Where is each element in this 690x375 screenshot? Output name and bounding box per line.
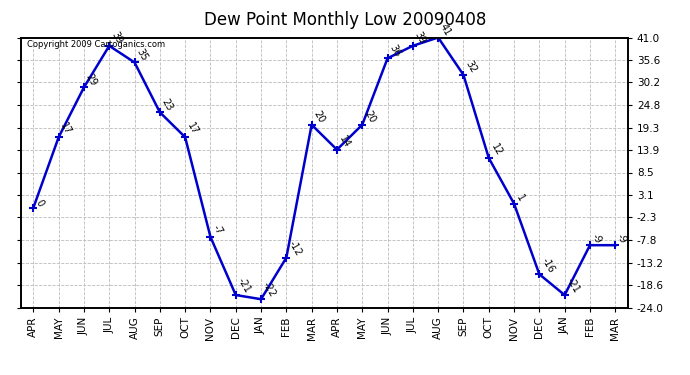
- Text: 23: 23: [160, 96, 175, 112]
- Text: -9: -9: [590, 232, 604, 245]
- Text: 39: 39: [109, 30, 124, 46]
- Text: 17: 17: [185, 122, 200, 137]
- Text: 35: 35: [135, 47, 150, 62]
- Text: Copyright 2009 Cartoganics.com: Copyright 2009 Cartoganics.com: [27, 40, 165, 49]
- Text: 32: 32: [464, 59, 478, 75]
- Text: -7: -7: [210, 224, 224, 237]
- Text: 14: 14: [337, 134, 352, 150]
- Text: -9: -9: [615, 232, 629, 245]
- Text: 1: 1: [514, 194, 526, 204]
- Text: -12: -12: [286, 239, 303, 258]
- Text: 39: 39: [413, 30, 428, 46]
- Text: 12: 12: [489, 142, 504, 158]
- Text: 20: 20: [312, 109, 326, 125]
- Text: -21: -21: [564, 276, 581, 295]
- Text: -21: -21: [236, 276, 253, 295]
- Text: 41: 41: [438, 22, 453, 38]
- Text: 17: 17: [59, 122, 74, 137]
- Text: 36: 36: [388, 43, 402, 58]
- Text: -16: -16: [540, 256, 556, 274]
- Text: 29: 29: [84, 72, 99, 87]
- Text: Dew Point Monthly Low 20090408: Dew Point Monthly Low 20090408: [204, 11, 486, 29]
- Text: 20: 20: [362, 109, 377, 125]
- Text: 0: 0: [33, 198, 45, 208]
- Text: -22: -22: [261, 280, 277, 299]
